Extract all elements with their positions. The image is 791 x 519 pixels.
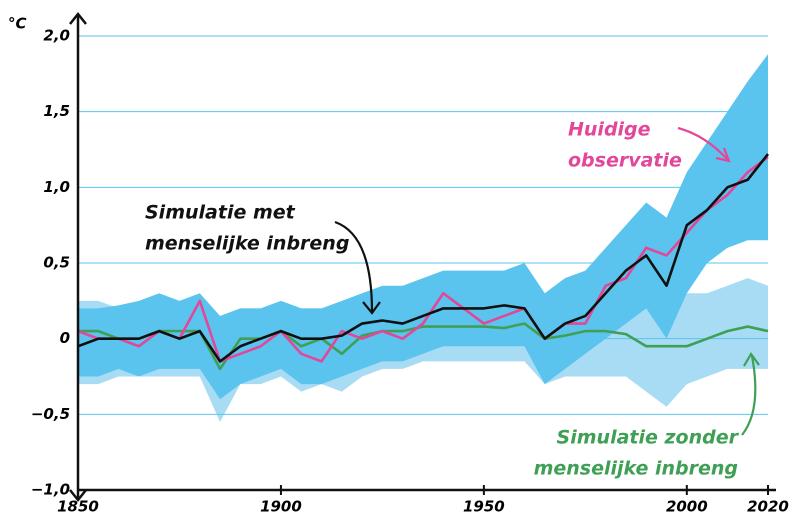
x-tick-label: 1950: [463, 498, 505, 516]
arrow-head: [743, 351, 760, 367]
x-tick-label: 1850: [57, 498, 99, 516]
annotation: Huidige: [568, 119, 651, 141]
arrow: [677, 126, 729, 161]
lines: [77, 153, 770, 371]
y-axis-arrow: [69, 489, 87, 503]
y-tick-label: −1,0: [31, 481, 70, 499]
arrow: [334, 220, 374, 313]
arrow-head: [362, 301, 381, 315]
annotation: Simulatie zonder: [557, 427, 740, 449]
annotation: observatie: [568, 150, 682, 172]
series-line: [78, 322, 769, 371]
y-tick-label: 1,5: [43, 102, 70, 120]
annotation: menselijke inbreng: [534, 458, 738, 480]
series-line: [77, 153, 770, 363]
annotation-arrows: [334, 126, 760, 436]
y-tick-label: 0: [60, 329, 70, 347]
x-tick-label: 1900: [260, 498, 302, 516]
y-axis-label: °C: [8, 15, 27, 33]
y-tick-label: −0,5: [31, 405, 70, 423]
y-axis-arrow: [69, 11, 87, 25]
x-tick-label: 2000: [666, 498, 708, 516]
series-line: [77, 156, 769, 363]
x-tick-label: 2020: [747, 498, 789, 516]
bands: [78, 54, 768, 422]
arrow-head: [715, 147, 731, 163]
annotation: menselijke inbreng: [145, 233, 349, 255]
y-tick-label: 0,5: [43, 254, 70, 272]
axes: [69, 11, 776, 503]
y-tick-label: 1,0: [43, 178, 70, 196]
uncertainty-band: [78, 54, 768, 400]
y-tick-label: 2,0: [43, 27, 70, 45]
arrow: [741, 355, 757, 436]
annotation: Simulatie met: [145, 202, 296, 224]
